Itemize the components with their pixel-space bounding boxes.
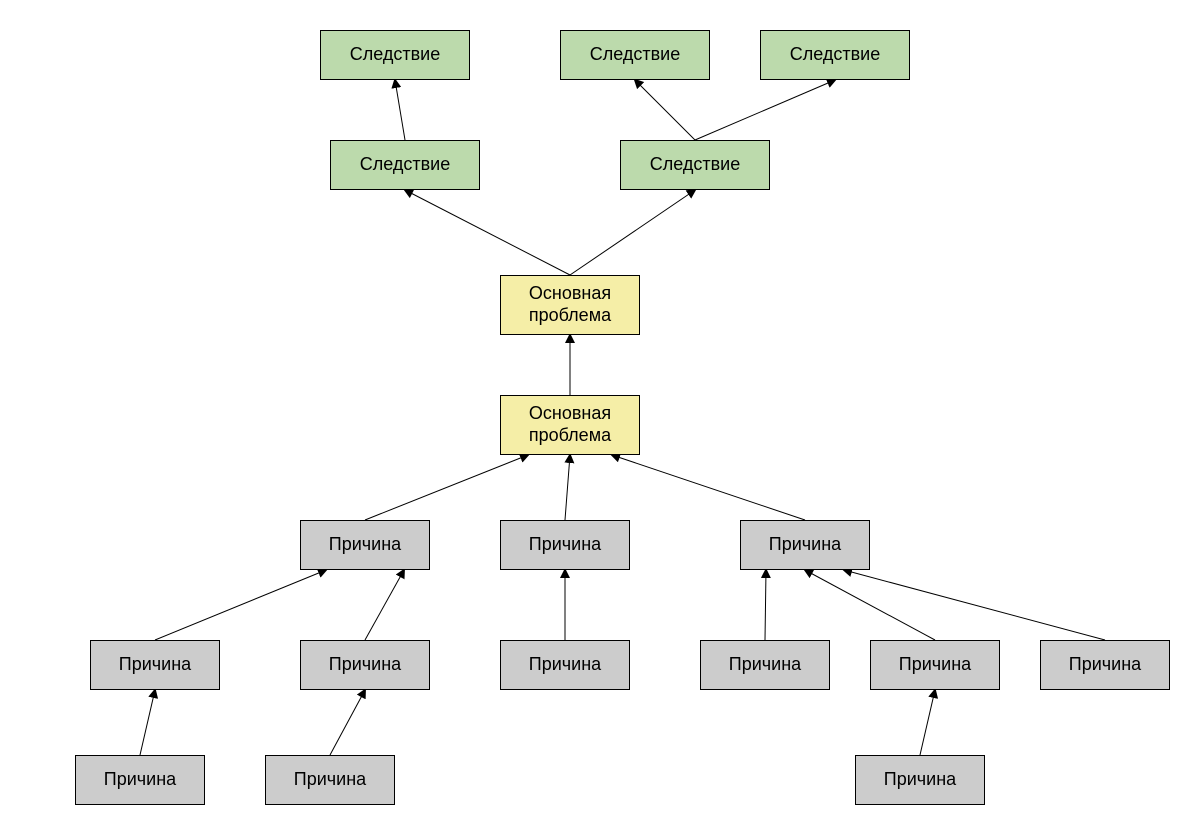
edge-cause_b6-to-cause_a3 — [844, 570, 1105, 640]
node-cause_b3: Причина — [500, 640, 630, 690]
node-cause_a2: Причина — [500, 520, 630, 570]
edge-cause_c2-to-cause_b2 — [330, 690, 365, 755]
edge-cause_b2-to-cause_a1 — [365, 570, 404, 640]
node-eff_m2: Следствие — [620, 140, 770, 190]
node-cause_b4: Причина — [700, 640, 830, 690]
node-cause_b6: Причина — [1040, 640, 1170, 690]
edge-cause_a3-to-main2 — [612, 455, 805, 520]
edge-eff_m2-to-eff_t3 — [695, 80, 835, 140]
node-cause_a3: Причина — [740, 520, 870, 570]
edge-main1-to-eff_m2 — [570, 190, 695, 275]
node-cause_b5: Причина — [870, 640, 1000, 690]
edge-eff_m1-to-eff_t1 — [395, 80, 405, 140]
edge-cause_b5-to-cause_a3 — [805, 570, 935, 640]
node-eff_t3: Следствие — [760, 30, 910, 80]
edge-cause_a2-to-main2 — [565, 455, 570, 520]
node-cause_c1: Причина — [75, 755, 205, 805]
edge-eff_m2-to-eff_t2 — [635, 80, 695, 140]
edge-cause_c1-to-cause_b1 — [140, 690, 155, 755]
node-eff_t2: Следствие — [560, 30, 710, 80]
node-eff_m1: Следствие — [330, 140, 480, 190]
node-main2: Основная проблема — [500, 395, 640, 455]
edge-cause_c3-to-cause_b5 — [920, 690, 935, 755]
node-cause_b2: Причина — [300, 640, 430, 690]
edge-cause_a1-to-main2 — [365, 455, 528, 520]
edge-cause_b4-to-cause_a3 — [765, 570, 766, 640]
node-cause_a1: Причина — [300, 520, 430, 570]
edge-main1-to-eff_m1 — [405, 190, 570, 275]
node-eff_t1: Следствие — [320, 30, 470, 80]
node-cause_c2: Причина — [265, 755, 395, 805]
problem-tree-diagram: Следствие Следствие Следствие Следствие След… — [0, 0, 1200, 825]
edge-cause_b1-to-cause_a1 — [155, 570, 326, 640]
node-main1: Основная проблема — [500, 275, 640, 335]
node-cause_b1: Причина — [90, 640, 220, 690]
node-cause_c3: Причина — [855, 755, 985, 805]
